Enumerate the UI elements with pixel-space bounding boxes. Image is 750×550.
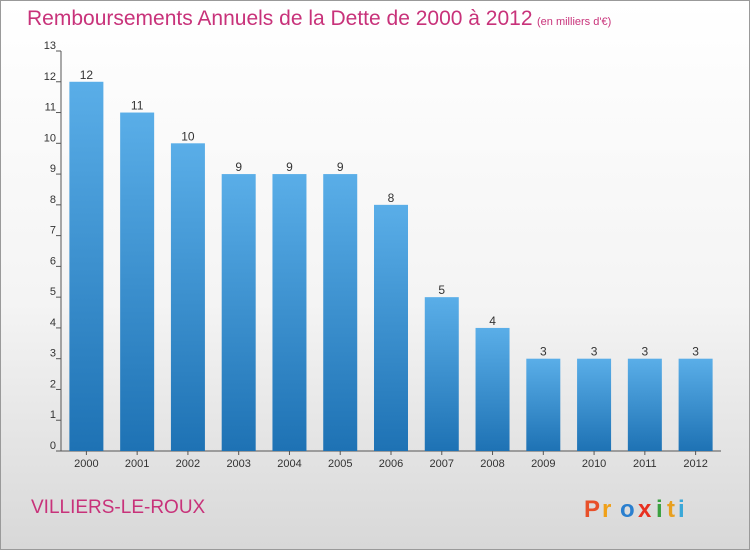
x-tick-label: 2008 bbox=[480, 458, 504, 470]
x-tick-label: 2005 bbox=[328, 458, 352, 470]
y-tick-label: 9 bbox=[50, 163, 56, 175]
y-tick-label: 1 bbox=[50, 409, 56, 421]
data-label: 12 bbox=[80, 68, 94, 82]
data-label: 9 bbox=[235, 160, 242, 174]
bar-2003 bbox=[221, 174, 256, 452]
x-tick-label: 2009 bbox=[531, 458, 555, 470]
y-tick-label: 6 bbox=[50, 255, 56, 267]
x-tick-label: 2011 bbox=[633, 458, 657, 470]
x-tick-label: 2003 bbox=[226, 458, 250, 470]
x-tick-label: 2006 bbox=[379, 458, 403, 470]
logo-letter: i bbox=[656, 496, 663, 523]
y-tick-label: 2 bbox=[50, 378, 56, 390]
bar-2007 bbox=[424, 297, 459, 451]
logo-letter: t bbox=[667, 496, 675, 523]
x-tick-label: 2004 bbox=[277, 458, 301, 470]
data-label: 5 bbox=[438, 283, 445, 297]
x-tick-label: 2000 bbox=[74, 458, 98, 470]
logo-letter: o bbox=[620, 496, 635, 523]
data-label: 3 bbox=[692, 345, 699, 359]
logo-letter: i bbox=[678, 496, 685, 523]
x-tick-label: 2001 bbox=[125, 458, 149, 470]
data-label: 8 bbox=[388, 191, 395, 205]
x-tick-label: 2012 bbox=[683, 458, 707, 470]
bar-2012 bbox=[678, 358, 713, 451]
chart-unit: (en milliers d'€) bbox=[537, 16, 612, 28]
data-label: 3 bbox=[540, 345, 547, 359]
x-tick-label: 2007 bbox=[430, 458, 454, 470]
bar-2010 bbox=[577, 358, 612, 451]
data-label: 11 bbox=[131, 99, 144, 113]
y-tick-label: 5 bbox=[50, 286, 56, 298]
y-tick-label: 7 bbox=[50, 225, 56, 237]
data-labels: 12 11 10 9 9 9 8 5 4 3 3 3 3 bbox=[80, 68, 700, 359]
logo-letter: x bbox=[638, 496, 652, 523]
chart-title: Remboursements Annuels de la Dette de 20… bbox=[27, 7, 533, 30]
y-tick-label: 0 bbox=[50, 440, 56, 452]
logo-letter: P bbox=[584, 496, 600, 523]
bar-2001 bbox=[120, 112, 155, 452]
y-tick-label: 12 bbox=[44, 71, 56, 83]
y-tick-label: 13 bbox=[44, 40, 56, 52]
x-tick-label: 2002 bbox=[176, 458, 200, 470]
bar-2009 bbox=[526, 358, 561, 451]
y-tick-label: 8 bbox=[50, 194, 56, 206]
y-tick-label: 11 bbox=[45, 102, 56, 114]
bar-2000 bbox=[69, 81, 104, 452]
data-label: 10 bbox=[181, 129, 195, 143]
y-tick-label: 4 bbox=[50, 317, 56, 329]
x-tick-label: 2010 bbox=[582, 458, 606, 470]
y-tick-label: 3 bbox=[50, 348, 56, 360]
logo-letter: r bbox=[602, 496, 611, 523]
data-label: 9 bbox=[337, 160, 344, 174]
y-tick-label: 10 bbox=[44, 132, 56, 144]
bar-2005 bbox=[323, 174, 358, 452]
bar-2006 bbox=[374, 204, 408, 451]
data-label: 3 bbox=[642, 345, 649, 359]
commune-name: VILLIERS-LE-ROUX bbox=[31, 497, 206, 518]
bar-2008 bbox=[475, 327, 510, 451]
bar-2011 bbox=[627, 358, 662, 451]
bar-2002 bbox=[170, 143, 205, 452]
data-label: 9 bbox=[286, 160, 293, 174]
bars bbox=[69, 81, 713, 452]
bar-2004 bbox=[272, 174, 307, 452]
data-label: 4 bbox=[489, 314, 496, 328]
data-label: 3 bbox=[591, 345, 598, 359]
